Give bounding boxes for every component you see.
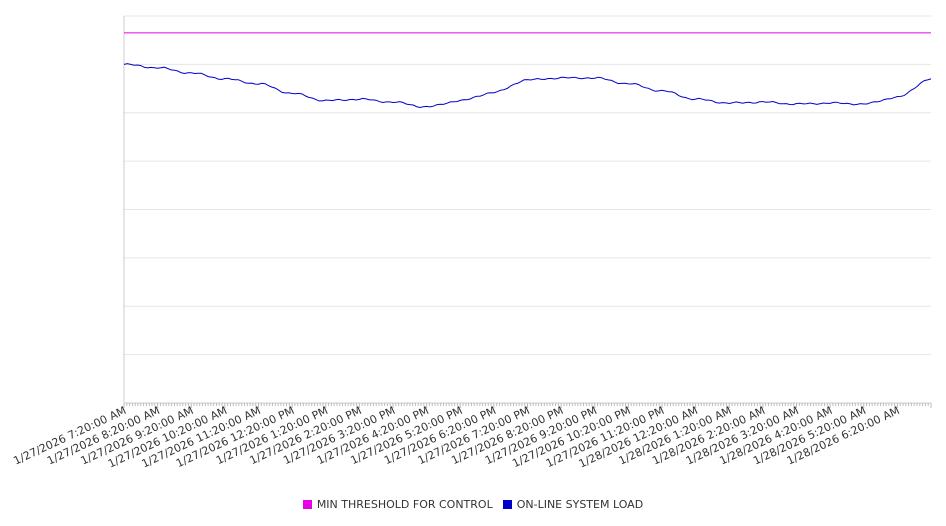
legend-swatch-load [502,500,512,509]
chart-axes [123,16,932,408]
x-tick-labels: 1/27/2026 7:20:00 AM1/27/2026 8:20:00 AM… [11,404,901,471]
chart-grid [124,15,931,404]
legend: MIN THRESHOLD FOR CONTROL ON-LINE SYSTEM… [0,498,946,511]
legend-item-load: ON-LINE SYSTEM LOAD [502,498,644,511]
legend-label-threshold: MIN THRESHOLD FOR CONTROL [316,498,493,511]
series-line-system-load [123,63,932,109]
legend-label-load: ON-LINE SYSTEM LOAD [516,498,644,511]
legend-swatch-threshold [302,500,312,509]
legend-item-threshold: MIN THRESHOLD FOR CONTROL [302,498,493,511]
chart-series [123,32,932,109]
